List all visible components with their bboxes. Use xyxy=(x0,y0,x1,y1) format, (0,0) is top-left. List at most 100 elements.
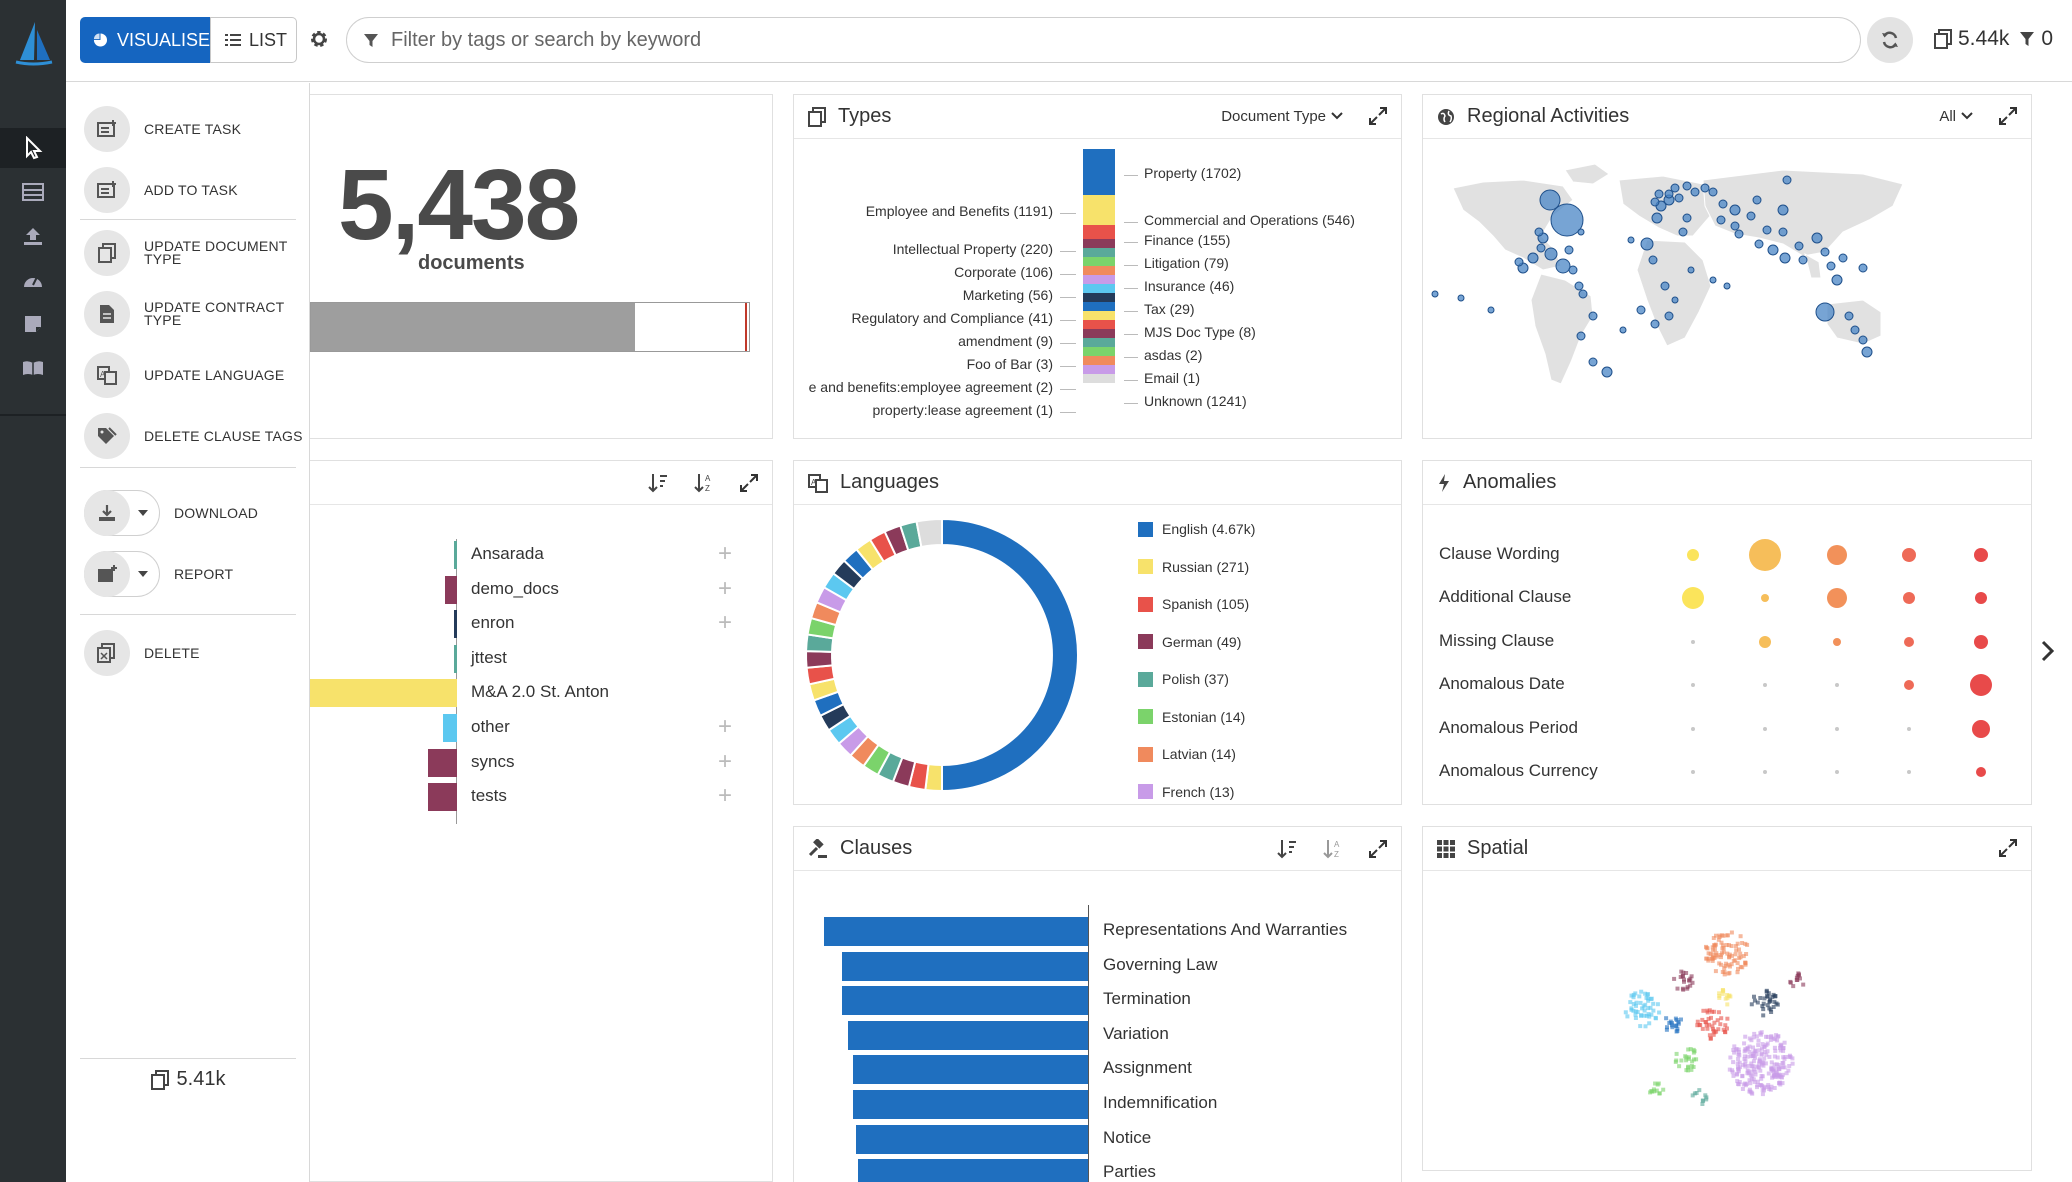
spatial-point[interactable] xyxy=(1712,1009,1717,1014)
sources-bar[interactable] xyxy=(445,575,457,604)
spatial-point[interactable] xyxy=(1690,980,1695,985)
spatial-point[interactable] xyxy=(1770,994,1775,999)
spatial-point[interactable] xyxy=(1755,1083,1760,1088)
spatial-point[interactable] xyxy=(1685,985,1690,990)
spatial-point[interactable] xyxy=(1633,1012,1638,1017)
spatial-point[interactable] xyxy=(1686,1068,1691,1073)
spatial-point[interactable] xyxy=(1676,1020,1681,1025)
map-activity-point[interactable] xyxy=(1844,311,1854,321)
map-activity-point[interactable] xyxy=(1778,227,1788,237)
spatial-point[interactable] xyxy=(1762,1084,1767,1089)
map-activity-point[interactable] xyxy=(1671,296,1679,304)
spatial-point[interactable] xyxy=(1748,1073,1753,1078)
anomaly-dot[interactable] xyxy=(1904,636,1914,647)
anomaly-dot[interactable] xyxy=(1763,770,1767,774)
spatial-point[interactable] xyxy=(1742,1054,1747,1059)
spatial-point[interactable] xyxy=(1729,930,1734,935)
map-activity-point[interactable] xyxy=(1577,228,1585,236)
sources-bar[interactable] xyxy=(454,610,457,639)
spatial-point[interactable] xyxy=(1701,1098,1706,1103)
spatial-point[interactable] xyxy=(1758,1068,1763,1073)
spatial-point[interactable] xyxy=(1754,1052,1759,1057)
spatial-point[interactable] xyxy=(1801,982,1806,987)
anomaly-dot[interactable] xyxy=(1827,588,1847,609)
anomaly-dot[interactable] xyxy=(1902,548,1916,562)
anomaly-dot[interactable] xyxy=(1974,634,1988,649)
spatial-point[interactable] xyxy=(1711,936,1716,940)
anomaly-dot[interactable] xyxy=(1827,545,1847,565)
spatial-point[interactable] xyxy=(1759,1051,1764,1056)
spatial-point[interactable] xyxy=(1674,1029,1679,1034)
sort-alpha-icon[interactable]: AZ xyxy=(694,473,714,493)
spatial-point[interactable] xyxy=(1730,953,1734,958)
spatial-point[interactable] xyxy=(1675,1026,1680,1031)
anomaly-dot[interactable] xyxy=(1907,770,1911,774)
map-activity-point[interactable] xyxy=(1734,229,1744,239)
map-activity-point[interactable] xyxy=(1650,319,1660,329)
spatial-point[interactable] xyxy=(1736,1050,1741,1055)
spatial-point[interactable] xyxy=(1712,1020,1717,1025)
spatial-point[interactable] xyxy=(1764,988,1769,993)
spatial-point[interactable] xyxy=(1655,1002,1660,1007)
spatial-point[interactable] xyxy=(1743,960,1748,965)
spatial-point[interactable] xyxy=(1775,1055,1780,1060)
spatial-point[interactable] xyxy=(1773,1037,1778,1042)
spatial-point[interactable] xyxy=(1735,1061,1740,1066)
spatial-point[interactable] xyxy=(1714,933,1718,938)
spatial-point[interactable] xyxy=(1751,1059,1756,1064)
spatial-point[interactable] xyxy=(1631,1008,1636,1013)
plus-icon[interactable]: + xyxy=(718,713,733,740)
delete-action[interactable]: DELETE xyxy=(84,630,200,676)
spatial-point[interactable] xyxy=(1736,1065,1740,1070)
anomaly-dot[interactable] xyxy=(1687,549,1699,561)
spatial-point[interactable] xyxy=(1752,998,1757,1003)
spatial-point[interactable] xyxy=(1781,1045,1786,1050)
spatial-point[interactable] xyxy=(1647,1021,1652,1026)
language-legend-item[interactable]: English (4.67k) xyxy=(1138,521,1255,537)
spatial-point[interactable] xyxy=(1769,1065,1774,1070)
spatial-point[interactable] xyxy=(1653,1016,1658,1021)
sources-bar[interactable] xyxy=(310,679,457,708)
spatial-point[interactable] xyxy=(1738,934,1743,939)
spatial-point[interactable] xyxy=(1769,1034,1774,1039)
expand-icon[interactable] xyxy=(740,474,758,492)
anomaly-dot[interactable] xyxy=(1833,637,1841,646)
spatial-point[interactable] xyxy=(1768,1087,1773,1092)
spatial-point[interactable] xyxy=(1684,1055,1689,1060)
spatial-point[interactable] xyxy=(1766,1085,1771,1090)
types-bar-segment[interactable] xyxy=(1083,347,1115,356)
spatial-point[interactable] xyxy=(1681,987,1686,992)
spatial-point[interactable] xyxy=(1701,1008,1706,1013)
spatial-point[interactable] xyxy=(1769,1060,1774,1065)
report-dropdown[interactable] xyxy=(84,551,160,597)
visualise-button[interactable]: VISUALISE xyxy=(80,17,211,63)
spatial-point[interactable] xyxy=(1736,966,1740,971)
spatial-point[interactable] xyxy=(1762,1044,1767,1049)
map-activity-point[interactable] xyxy=(1660,281,1670,291)
spatial-point[interactable] xyxy=(1745,1054,1750,1059)
spatial-point[interactable] xyxy=(1732,1050,1737,1055)
region-dropdown[interactable]: All xyxy=(1939,108,1973,125)
spatial-point[interactable] xyxy=(1686,1065,1690,1070)
spatial-point[interactable] xyxy=(1648,1090,1653,1095)
spatial-point[interactable] xyxy=(1750,1053,1755,1058)
map-activity-point[interactable] xyxy=(1564,245,1574,255)
spatial-point[interactable] xyxy=(1778,1043,1783,1048)
map-activity-point[interactable] xyxy=(1723,282,1731,290)
map-activity-point[interactable] xyxy=(1640,237,1654,251)
update-document-type-action[interactable]: UPDATE DOCUMENT TYPE xyxy=(84,230,288,276)
map-activity-point[interactable] xyxy=(1651,212,1663,224)
language-legend-item[interactable]: Russian (271) xyxy=(1138,559,1249,575)
spatial-point[interactable] xyxy=(1697,1088,1702,1093)
spatial-point[interactable] xyxy=(1689,1067,1694,1072)
map-activity-point[interactable] xyxy=(1588,357,1598,367)
spatial-point[interactable] xyxy=(1769,1010,1774,1014)
map-activity-point[interactable] xyxy=(1674,193,1684,203)
spatial-point[interactable] xyxy=(1733,952,1738,957)
map-activity-point[interactable] xyxy=(1550,203,1584,237)
spatial-point[interactable] xyxy=(1692,1057,1696,1062)
map-activity-point[interactable] xyxy=(1682,213,1692,223)
language-legend-item[interactable]: Polish (37) xyxy=(1138,671,1229,687)
spatial-point[interactable] xyxy=(1719,940,1724,945)
anomaly-dot[interactable] xyxy=(1976,767,1986,777)
